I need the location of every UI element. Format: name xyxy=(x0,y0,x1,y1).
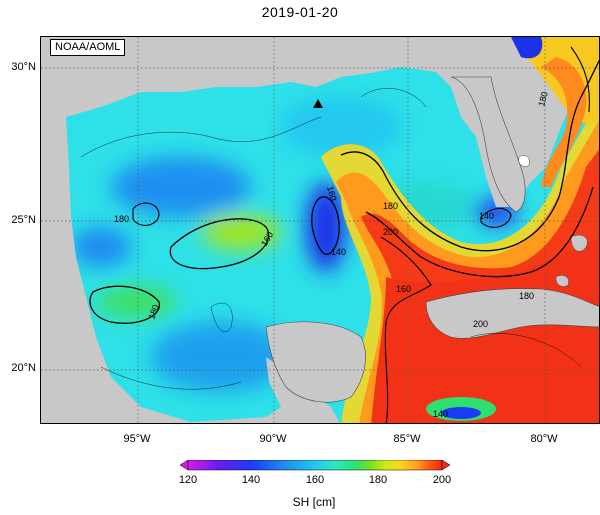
colorbar-tick: 140 xyxy=(241,474,261,486)
graticule xyxy=(41,37,599,423)
lat-label: 20°N xyxy=(11,362,36,374)
contour-label: 160 xyxy=(396,284,411,294)
florida xyxy=(450,76,526,213)
sea-height-map: 160 180 140 180 200 140 180 160 180 160 … xyxy=(40,36,600,424)
contour-label: 200 xyxy=(383,227,398,237)
lon-label: 80°W xyxy=(530,433,558,445)
contour-label: 180 xyxy=(146,303,161,321)
triangle-marker-icon xyxy=(313,99,323,108)
lon-label: 85°W xyxy=(393,433,421,445)
colorbar-tick: 180 xyxy=(368,474,388,486)
map-canvas: 160 180 140 180 200 140 180 160 180 160 … xyxy=(41,37,599,423)
contour-label: 140 xyxy=(331,247,346,257)
colorbar xyxy=(180,460,450,471)
contour-label: 180 xyxy=(519,291,534,301)
contour-labels: 160 180 140 180 200 140 180 160 180 160 … xyxy=(114,90,550,419)
yucatan xyxy=(265,321,366,403)
colorbar-tick: 160 xyxy=(305,474,325,486)
cuba xyxy=(425,288,599,339)
lat-label: 30°N xyxy=(11,61,36,73)
colorbar-tick: 200 xyxy=(432,474,452,486)
contour-label: 180 xyxy=(383,201,398,211)
contour-label: 180 xyxy=(536,90,550,107)
source-badge: NOAA/AOML xyxy=(50,39,126,56)
colorbar-label: SH [cm] xyxy=(292,495,336,509)
contour-label: 140 xyxy=(433,409,448,419)
lon-label: 90°W xyxy=(259,433,287,445)
contour-label: 200 xyxy=(473,319,488,329)
lat-label: 25°N xyxy=(11,214,36,226)
contour-label: 160 xyxy=(325,185,339,202)
contour-lines xyxy=(80,46,599,423)
colorbar-tick: 120 xyxy=(178,474,198,486)
contour-label: 140 xyxy=(479,211,494,221)
map-title: 2019-01-20 xyxy=(261,4,339,20)
lon-label: 95°W xyxy=(123,433,151,445)
contour-label: 180 xyxy=(114,214,129,224)
